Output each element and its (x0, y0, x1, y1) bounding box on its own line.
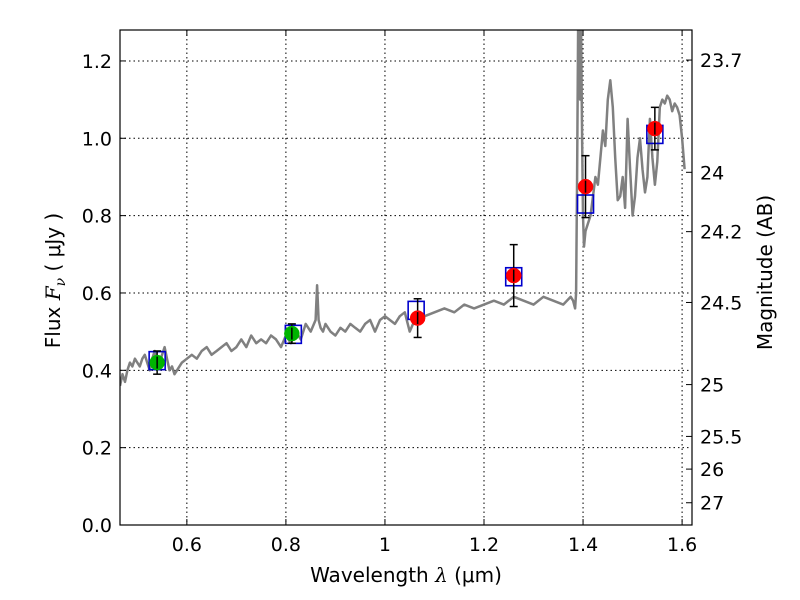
y2-tick-label: 24.2 (700, 222, 742, 244)
y-axis-title: Flux Fν ( μJy ) (41, 213, 69, 348)
grid-lines (120, 30, 692, 525)
y-axis-title-subscript: ν (53, 277, 69, 286)
y-tick-label: 0.6 (82, 283, 112, 305)
y-axis-title-units: ( μJy ) (41, 213, 65, 278)
y2-tick-label: 25.5 (700, 426, 742, 448)
x-tick-label: 1.4 (568, 534, 598, 556)
x-axis-title: Wavelength λ (μm) (310, 563, 502, 587)
y2-tick-label: 24.5 (700, 292, 742, 314)
x-axis-title-prefix: Wavelength (310, 563, 435, 587)
y-tick-label: 0.4 (82, 360, 112, 382)
y2-tick-label: 25 (700, 375, 724, 397)
x-tick-label: 0.6 (172, 534, 202, 556)
y-tick-label: 0.2 (82, 438, 112, 460)
y2-axis-title: Magnitude (AB) (753, 195, 777, 350)
plot-frame (119, 29, 693, 526)
x-tick-label: 1.6 (667, 534, 697, 556)
spectrum-line (120, 30, 686, 387)
y2-tick-label: 26 (700, 459, 724, 481)
y-tick-label: 1.2 (82, 51, 112, 73)
photometry-markers (148, 106, 664, 375)
y-axis-title-symbol: F (41, 285, 65, 301)
x-tick-label: 1.2 (469, 534, 499, 556)
y-axis-title-prefix: Flux (41, 300, 65, 348)
y2-tick-label: 24 (700, 162, 724, 184)
y2-tick-label: 23.7 (700, 50, 742, 72)
x-axis-title-symbol: λ (434, 563, 448, 587)
axis-ticks: 0.6 0.8 1 1.2 1.4 1.6 0.0 0.2 0.4 0.6 0.8 1.0 1.2 23.… (82, 30, 742, 556)
y2-tick-label: 27 (700, 493, 724, 515)
spectrum-layer (120, 30, 686, 387)
x-tick-label: 0.8 (271, 534, 301, 556)
x-axis-title-units: (μm) (448, 563, 502, 587)
y-tick-label: 1.0 (82, 128, 112, 150)
y-tick-label: 0.0 (82, 515, 112, 537)
y-tick-label: 0.8 (82, 206, 112, 228)
x-tick-label: 1 (379, 534, 391, 556)
